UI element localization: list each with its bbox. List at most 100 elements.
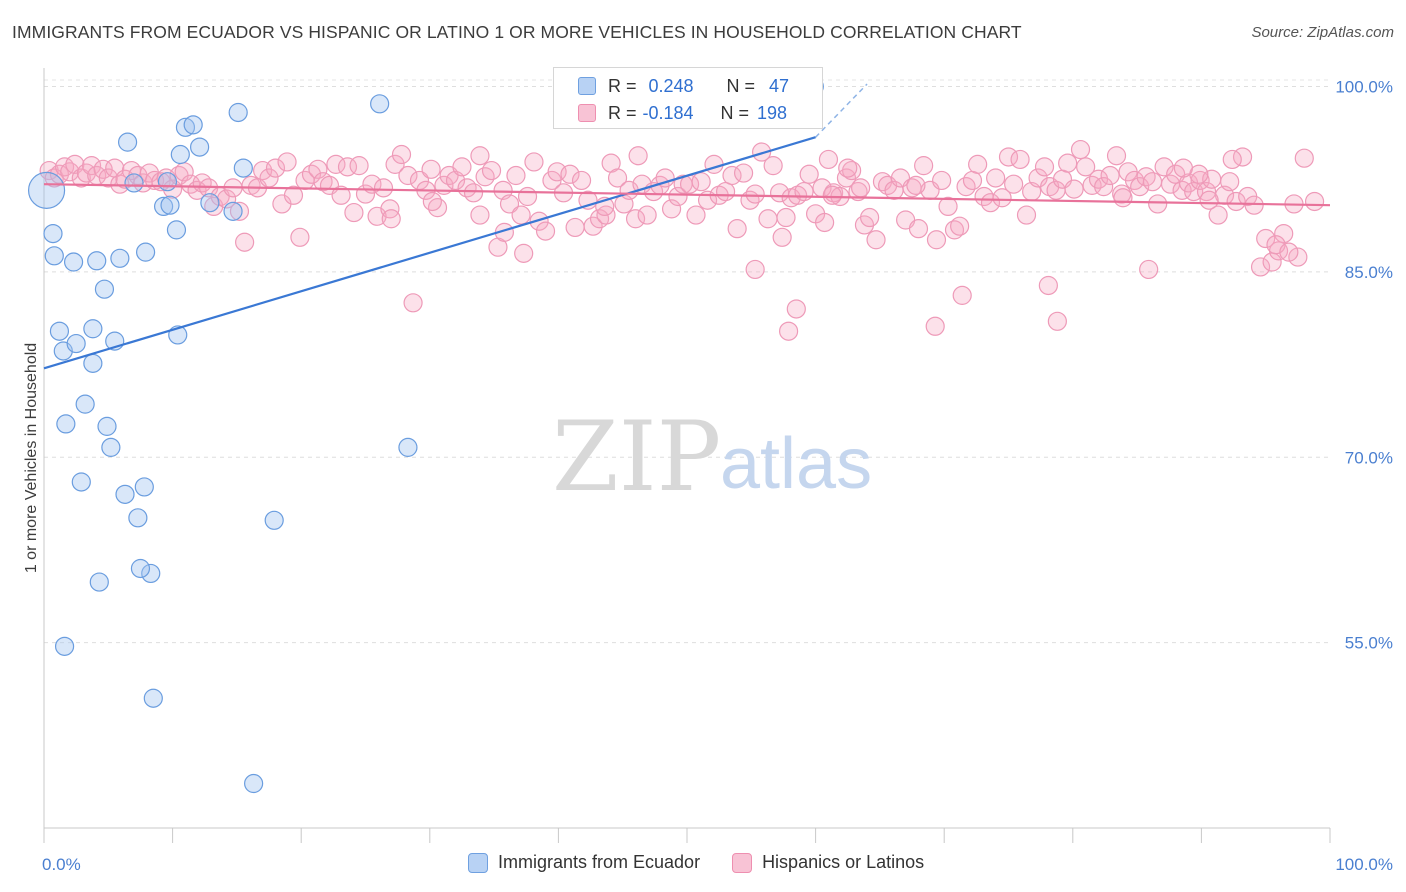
hispanic-point (1136, 167, 1156, 187)
hispanic-point (427, 198, 448, 218)
hispanic-point (745, 184, 765, 204)
ecuador-point (141, 563, 161, 584)
ecuador-point (190, 137, 210, 157)
y-tick-label: 100.0% (1335, 78, 1393, 97)
legend-r-label: R = (608, 75, 637, 96)
x-tick-label: 0.0% (42, 855, 81, 874)
source-label: Source: ZipAtlas.com (1251, 24, 1394, 41)
hispanic-point (686, 205, 706, 225)
ecuador-point (54, 636, 75, 656)
hispanic-point (511, 205, 531, 225)
hispanic-point (1047, 311, 1067, 331)
legend-row-hispanic: R = -0.184 N = 198 (578, 100, 787, 126)
ecuador-point (135, 242, 156, 262)
hispanic-point (799, 164, 819, 184)
hispanic-point (786, 299, 806, 319)
y-tick-label: 85.0% (1345, 263, 1393, 282)
hispanic-point (952, 285, 972, 305)
ecuador-point (94, 279, 115, 299)
hispanic-point (906, 175, 926, 195)
hispanic-points (39, 139, 1325, 341)
hispanic-point (926, 230, 947, 250)
ecuador-point (223, 201, 243, 221)
hispanic-point (776, 207, 796, 228)
hispanic-point (1288, 247, 1308, 267)
hispanic-point (1106, 146, 1127, 166)
tick-labels: 55.0% 70.0% 85.0% 100.0% 0.0% 100.0% (42, 78, 1393, 874)
hispanic-point (1113, 188, 1133, 208)
ecuador-point (200, 193, 220, 213)
hispanic-point (1064, 179, 1084, 199)
ecuador-point (166, 220, 187, 240)
hispanic-point (637, 205, 657, 225)
hispanic-point (758, 209, 778, 229)
hispanic-point (1199, 190, 1219, 210)
legend-r-label: R = (608, 102, 637, 123)
legend-swatch-hispanic (732, 852, 753, 873)
ecuador-point (228, 102, 248, 123)
legend-label-hispanic: Hispanics or Latinos (762, 852, 925, 872)
hispanic-point (986, 168, 1006, 188)
hispanic-point (914, 156, 934, 176)
ecuador-point (124, 173, 144, 193)
ecuador-point (134, 477, 154, 497)
hispanic-point (1130, 177, 1150, 197)
hispanic-point (1244, 195, 1264, 215)
ecuador-point (83, 319, 103, 339)
legend-n-label: N = (726, 75, 756, 96)
x-tick-label: 100.0% (1335, 855, 1393, 874)
watermark: ZIP atlas (552, 401, 872, 513)
hispanic-point (745, 259, 765, 280)
legend-item-ecuador[interactable]: Immigrants from Ecuador (468, 852, 700, 873)
hispanic-point (81, 156, 102, 176)
hispanic-point (283, 185, 304, 205)
hispanic-point (235, 232, 255, 252)
ecuador-point (44, 246, 64, 266)
hispanic-point (962, 170, 983, 191)
ecuador-point (87, 251, 107, 271)
hispanic-point (524, 152, 544, 172)
legend-n-value-ecuador: 47 (769, 75, 790, 96)
hispanic-point (778, 321, 799, 341)
hispanic-point (1142, 172, 1163, 192)
hispanic-point (265, 158, 286, 178)
hispanic-point (851, 178, 871, 198)
hispanic-point (980, 193, 1001, 213)
hispanic-point (1294, 148, 1314, 168)
legend-item-hispanic[interactable]: Hispanics or Latinos (732, 852, 924, 873)
hispanic-point (514, 243, 534, 263)
hispanic-point (661, 199, 682, 219)
ecuador-point (153, 196, 174, 217)
stats-legend: R = 0.248 N = 47 R = -0.184 N = 198 (553, 67, 823, 129)
hispanic-point (529, 211, 549, 231)
hispanic-point (1304, 191, 1325, 212)
hispanic-point (1250, 257, 1271, 277)
hispanic-point (1154, 157, 1174, 177)
hispanic-point (1034, 157, 1055, 177)
ecuador-point (157, 172, 178, 192)
hispanic-point (331, 185, 351, 205)
hispanic-point (1076, 157, 1096, 177)
hispanic-point (968, 154, 988, 174)
hispanic-point (772, 227, 792, 247)
ecuador-point (160, 195, 180, 215)
legend-row-ecuador: R = 0.248 N = 47 (578, 73, 789, 99)
hispanic-point (391, 144, 412, 165)
hispanic-point (866, 230, 886, 250)
hispanic-point (992, 188, 1012, 208)
ecuador-point (143, 688, 163, 708)
hispanic-point (1100, 165, 1120, 186)
hispanic-point (535, 221, 556, 241)
legend-swatch-ecuador (578, 77, 596, 95)
hispanic-trend-line (43, 183, 1331, 207)
hispanic-point (944, 220, 965, 240)
legend-label-ecuador: Immigrants from Ecuador (498, 852, 701, 872)
hispanic-point (452, 157, 472, 177)
legend-swatch-hispanic (578, 104, 596, 122)
hispanic-point (722, 165, 742, 186)
hispanic-point (998, 147, 1019, 167)
ecuador-point (117, 132, 138, 152)
hispanic-point (349, 156, 369, 176)
hispanic-point (1173, 158, 1193, 178)
